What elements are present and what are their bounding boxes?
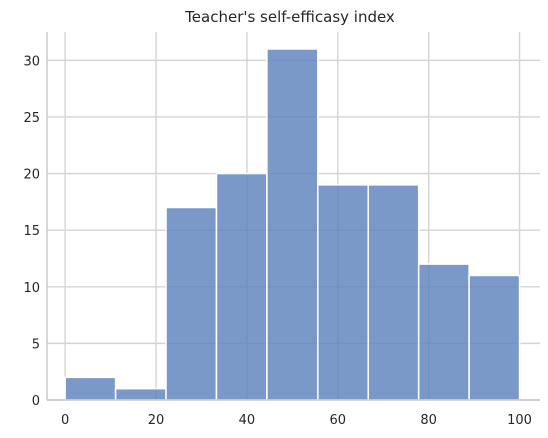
y-tick-label: 30 [23, 54, 40, 69]
histogram-bar [417, 263, 470, 401]
bar-layer [64, 48, 521, 401]
y-tick-label: 5 [32, 337, 40, 352]
y-tick-label: 15 [23, 224, 40, 239]
histogram-bar [165, 206, 218, 401]
histogram-bar [317, 184, 369, 401]
x-tick-label: 100 [507, 413, 532, 428]
y-tick-label: 25 [23, 111, 40, 126]
x-tick-label: 80 [420, 413, 437, 428]
y-tick-label: 0 [32, 394, 40, 409]
x-tick-label: 60 [330, 413, 347, 428]
x-tick-label: 0 [61, 413, 69, 428]
histogram-bar [114, 387, 167, 401]
tick-layer: 0 20 40 60 80 100 0 5 10 15 20 25 30 [23, 54, 532, 428]
axis-layer [46, 32, 540, 401]
y-tick-label: 20 [23, 168, 40, 183]
x-tick-label: 20 [148, 413, 165, 428]
chart-title: Teacher's self-efficasy index [184, 8, 395, 26]
histogram-bar [215, 172, 268, 401]
y-tick-label: 10 [23, 281, 40, 296]
histogram-bar [468, 274, 521, 401]
histogram-bar [64, 376, 117, 401]
x-tick-label: 40 [239, 413, 256, 428]
histogram-bar [367, 184, 420, 401]
histogram-bar [266, 48, 319, 401]
